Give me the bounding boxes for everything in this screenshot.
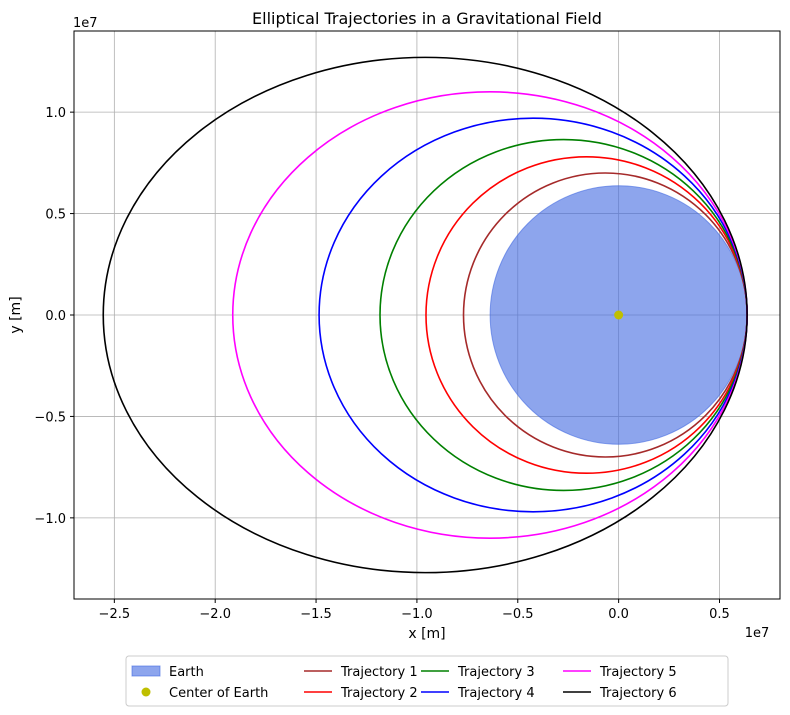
x-offset-label: 1e7 [745,626,770,641]
legend-label: Trajectory 6 [599,686,677,701]
x-tick-label: 0.5 [709,607,730,622]
x-axis-ticks: −2.5 −2.0 −1.5 −1.0 −0.5 0.0 0.5 [99,599,730,622]
legend-label: Trajectory 2 [340,686,418,701]
legend-label: Earth [169,665,204,680]
legend: Earth Center of Earth Trajectory 1 Trajecto… [125,655,729,707]
legend-label: Trajectory 5 [599,665,677,680]
legend-label: Trajectory 1 [340,665,418,680]
x-tick-label: −2.5 [99,607,131,622]
x-tick-label: −0.5 [502,607,534,622]
y-tick-label: 0.5 [45,208,66,223]
y-tick-label: 0.0 [45,309,66,324]
markers-layer [614,310,624,320]
legend-earth-swatch [131,665,161,677]
legend-label: Center of Earth [169,686,268,701]
x-tick-label: −1.5 [300,607,332,622]
x-tick-label: −1.0 [401,607,433,622]
x-tick-label: −2.0 [199,607,231,622]
legend-box [125,655,729,707]
center-of-earth-marker [614,310,624,320]
x-tick-label: 0.0 [608,607,629,622]
y-tick-label: −1.0 [34,512,66,527]
y-axis-ticks: 1.0 0.5 0.0 −0.5 −1.0 [34,106,74,527]
legend-label: Trajectory 4 [457,686,535,701]
trajectories-layer [102,56,748,574]
legend-label: Trajectory 3 [457,665,535,680]
chart-title: Elliptical Trajectories in a Gravitation… [252,9,602,28]
legend-center-marker-swatch [141,687,151,697]
x-axis-label: x [m] [408,626,445,642]
y-offset-label: 1e7 [73,16,98,31]
y-tick-label: 1.0 [45,106,66,121]
y-tick-label: −0.5 [34,410,66,425]
y-axis-label: y [m] [8,296,24,333]
trajectory-6-line [102,56,748,574]
